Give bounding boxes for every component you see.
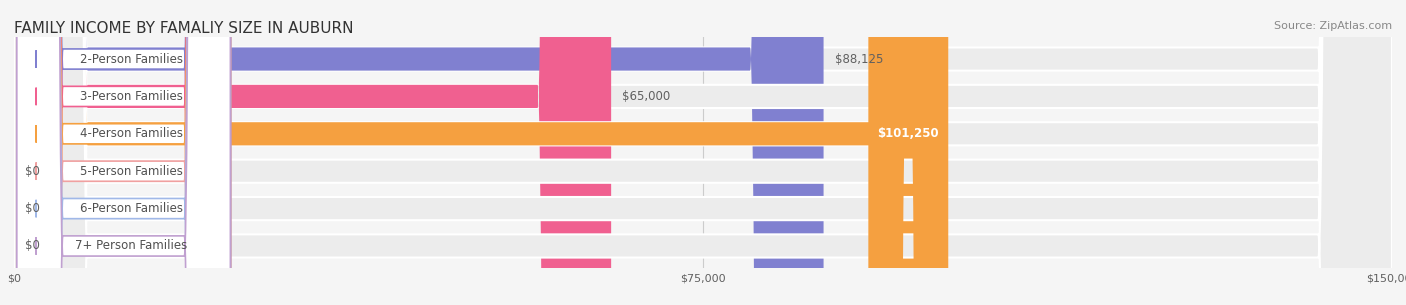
- FancyBboxPatch shape: [14, 0, 1392, 305]
- Text: 5-Person Families: 5-Person Families: [80, 165, 183, 178]
- Text: FAMILY INCOME BY FAMALIY SIZE IN AUBURN: FAMILY INCOME BY FAMALIY SIZE IN AUBURN: [14, 21, 353, 36]
- FancyBboxPatch shape: [17, 0, 231, 305]
- Text: 6-Person Families: 6-Person Families: [80, 202, 183, 215]
- FancyBboxPatch shape: [14, 0, 612, 305]
- Text: Source: ZipAtlas.com: Source: ZipAtlas.com: [1274, 21, 1392, 31]
- Text: 2-Person Families: 2-Person Families: [80, 52, 183, 66]
- Text: 7+ Person Families: 7+ Person Families: [76, 239, 187, 253]
- Text: $0: $0: [25, 202, 39, 215]
- FancyBboxPatch shape: [14, 0, 1392, 305]
- FancyBboxPatch shape: [17, 0, 231, 305]
- FancyBboxPatch shape: [17, 0, 231, 305]
- FancyBboxPatch shape: [17, 0, 231, 305]
- Text: $88,125: $88,125: [835, 52, 883, 66]
- FancyBboxPatch shape: [14, 0, 1392, 305]
- Text: 4-Person Families: 4-Person Families: [80, 127, 183, 140]
- FancyBboxPatch shape: [17, 0, 231, 305]
- FancyBboxPatch shape: [869, 0, 948, 305]
- FancyBboxPatch shape: [14, 0, 1392, 305]
- FancyBboxPatch shape: [14, 0, 1392, 305]
- FancyBboxPatch shape: [14, 0, 824, 305]
- Text: $0: $0: [25, 239, 39, 253]
- FancyBboxPatch shape: [17, 0, 231, 305]
- Text: $101,250: $101,250: [877, 127, 939, 140]
- FancyBboxPatch shape: [14, 0, 945, 305]
- FancyBboxPatch shape: [14, 0, 1392, 305]
- Text: $0: $0: [25, 165, 39, 178]
- Text: 3-Person Families: 3-Person Families: [80, 90, 183, 103]
- Text: $65,000: $65,000: [623, 90, 671, 103]
